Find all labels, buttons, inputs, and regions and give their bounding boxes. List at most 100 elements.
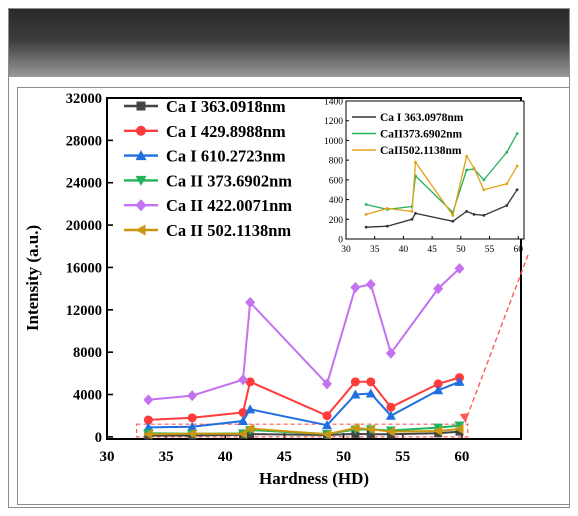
inset-legend-entry: Ca I 363.0978nm	[380, 112, 464, 124]
inset-data-point	[364, 203, 368, 206]
inset-border	[345, 100, 525, 240]
inset-series-line	[366, 189, 518, 228]
inset-y-tick-label: 200	[329, 216, 344, 226]
inset-legend-entry: CaII373.6902nm	[380, 129, 463, 141]
inset-x-tick-label: 35	[370, 245, 380, 255]
data-point	[350, 389, 361, 399]
inset-data-point	[482, 213, 486, 217]
x-tick-label: 50	[336, 449, 351, 465]
zoom-arrow-line	[465, 254, 529, 421]
plot-area-border	[106, 97, 522, 440]
inset-data-point	[465, 154, 468, 158]
inset-y-tick-label: 1000	[324, 137, 343, 147]
y-tick-label: 12000	[66, 303, 102, 319]
data-point	[238, 374, 249, 386]
data-point	[238, 428, 248, 439]
main-legend: Ca I 363.0918nm Ca I 429.8988nm Ca I 610.2…	[124, 97, 292, 240]
y-tick-label: 24000	[66, 176, 102, 192]
figure-frame	[8, 8, 570, 508]
legend-entry: Ca I 363.0918nm	[166, 97, 286, 116]
data-point	[143, 422, 154, 432]
data-point	[187, 428, 197, 439]
inset-data-point	[410, 217, 414, 221]
header-banner	[9, 9, 569, 77]
data-point	[238, 408, 248, 418]
main-plot: 30 35 40 45 50 55 6004000800012000160002000024…	[66, 91, 529, 465]
series-line	[148, 426, 460, 436]
inset-x-tick-label: 50	[456, 245, 466, 255]
data-point	[187, 390, 198, 402]
inset-data-point	[364, 225, 368, 229]
data-point	[322, 411, 332, 421]
x-tick-label: 45	[277, 449, 292, 465]
data-point	[143, 429, 153, 440]
legend-marker	[136, 101, 146, 111]
inset-data-point	[465, 168, 468, 172]
legend-entry: Ca II 422.0071nm	[166, 196, 292, 215]
inset-data-point	[482, 178, 486, 182]
legend-marker	[136, 125, 146, 136]
data-point	[350, 422, 360, 433]
data-point	[433, 283, 444, 295]
data-point	[245, 423, 255, 434]
inset-x-tick-label: 45	[427, 245, 437, 255]
x-tick-label: 30	[100, 449, 115, 465]
inset-plot: 30 35 40 45 50 55 600200400600800100012001400C…	[324, 98, 525, 255]
legend-marker	[135, 224, 146, 236]
series-line	[148, 267, 461, 401]
data-point	[322, 420, 333, 430]
x-tick-label: 60	[454, 449, 469, 465]
data-point	[187, 421, 198, 431]
y-tick-label: 32000	[66, 91, 102, 107]
legend-marker	[135, 199, 147, 212]
inset-data-point	[414, 211, 417, 215]
data-point	[143, 415, 153, 425]
inset-data-point	[505, 182, 509, 186]
data-point	[365, 424, 375, 435]
legend-marker	[135, 150, 147, 161]
data-point	[454, 376, 465, 386]
x-tick-label: 40	[218, 449, 233, 465]
zoom-region-box	[135, 423, 469, 438]
inset-series-line	[365, 154, 518, 217]
inset-data-point	[515, 164, 519, 168]
data-point	[386, 402, 396, 412]
inset-y-tick-label: 1200	[324, 117, 343, 127]
inset-y-tick-label: 1400	[324, 98, 343, 108]
data-point	[433, 385, 444, 395]
data-point	[385, 347, 396, 359]
data-point	[365, 388, 376, 398]
inset-data-point	[414, 160, 417, 164]
inset-x-tick-label: 55	[485, 245, 495, 255]
legend-entry: Ca I 429.8988nm	[166, 122, 286, 141]
inset-data-point	[472, 166, 476, 170]
inset-x-tick-label: 40	[399, 245, 409, 255]
inset-data-point	[385, 207, 389, 210]
data-point	[454, 421, 465, 431]
inset-data-point	[505, 204, 509, 207]
data-point	[245, 296, 256, 308]
data-point	[238, 415, 249, 425]
data-point	[350, 282, 361, 294]
inset-data-point	[505, 150, 509, 154]
y-tick-label: 28000	[66, 133, 102, 149]
inset-legend-entry: CaII502.1138nm	[380, 145, 462, 157]
inset-data-point	[465, 210, 468, 213]
data-point	[385, 426, 395, 437]
data-point	[350, 377, 360, 387]
inset-data-point	[482, 188, 486, 192]
legend-marker	[135, 175, 147, 186]
data-point	[433, 423, 444, 433]
inset-data-point	[515, 132, 519, 135]
inset-y-tick-label: 600	[329, 176, 344, 186]
y-tick-label: 8000	[73, 345, 102, 361]
inset-x-tick-label: 30	[341, 245, 351, 255]
x-axis-label: Hardness (HD)	[259, 469, 369, 488]
inset-data-point	[472, 212, 476, 216]
x-tick-label: 35	[159, 449, 174, 465]
y-axis-label: Intensity (a.u.)	[23, 225, 42, 331]
inset-y-tick-label: 800	[329, 157, 344, 167]
series-line	[148, 376, 460, 421]
series-line	[148, 380, 460, 429]
inset-data-point	[410, 210, 414, 213]
